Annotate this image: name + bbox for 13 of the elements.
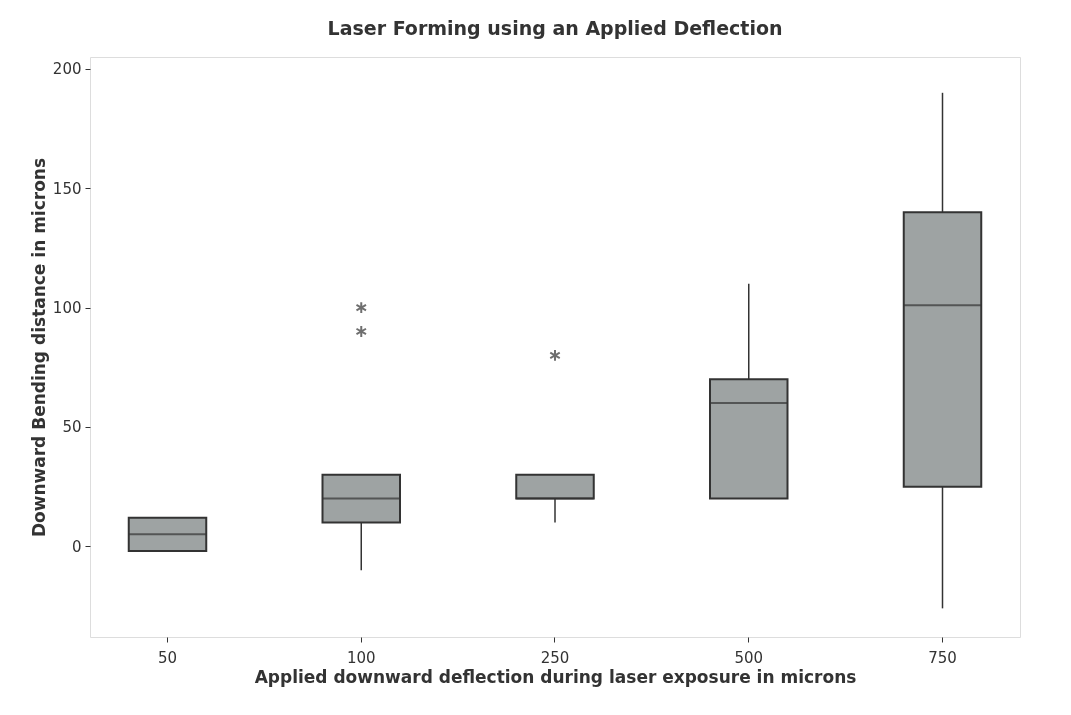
x-tick-label: 100 bbox=[346, 648, 376, 667]
y-axis-title: Downward Bending distance in microns bbox=[28, 157, 49, 538]
y-tick-label: 50 bbox=[62, 418, 82, 437]
chart-title: Laser Forming using an Applied Deflection bbox=[327, 17, 783, 39]
x-axis-title: Applied downward deflection during laser exposure in microns bbox=[254, 666, 857, 687]
x-tick-label: 750 bbox=[928, 648, 957, 667]
y-tick-label: 200 bbox=[52, 60, 82, 79]
x-tick-label: 50 bbox=[157, 648, 178, 667]
x-tick-label: 250 bbox=[540, 648, 570, 667]
y-tick-label: 0 bbox=[71, 537, 82, 556]
y-tick-label: 100 bbox=[52, 299, 82, 318]
y-tick-label: 150 bbox=[52, 179, 82, 198]
x-tick-label: 500 bbox=[734, 648, 764, 667]
